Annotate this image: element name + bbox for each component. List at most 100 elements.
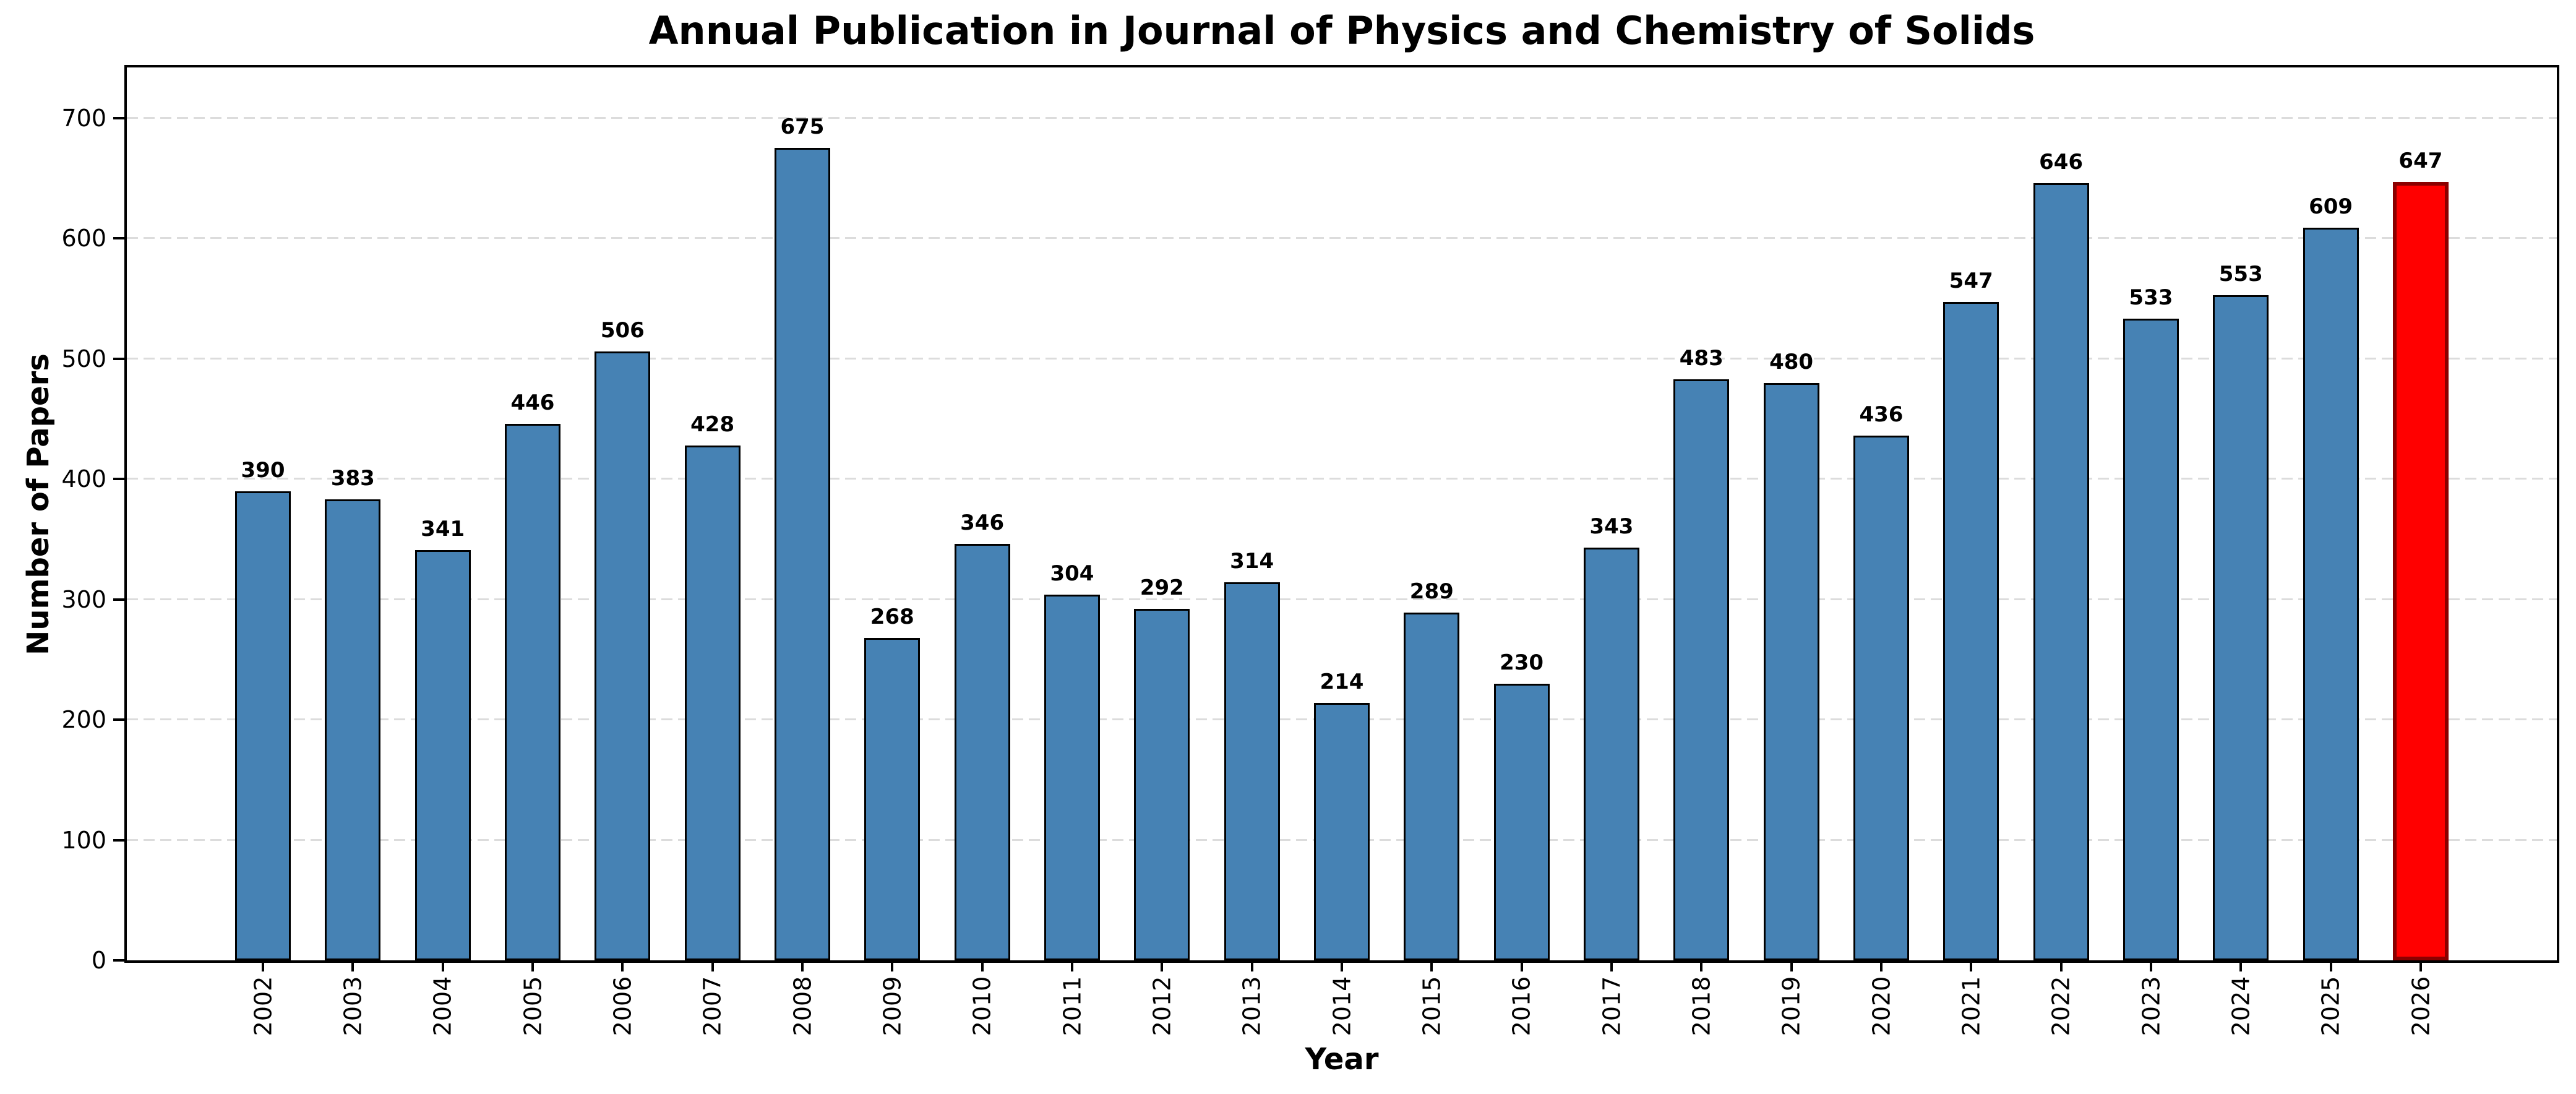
x-tick-label-text: 2003 <box>339 976 367 1036</box>
x-tick-label-text: 2023 <box>2137 976 2165 1036</box>
y-tick-label-0: 0 <box>91 947 106 974</box>
bar-value-label-2004: 341 <box>421 517 465 541</box>
x-tick-label-2016: 2016 <box>1500 967 1543 1046</box>
bar-value-label-2003: 383 <box>330 466 375 491</box>
x-tick-label-text: 2020 <box>1867 976 1895 1036</box>
x-tick-mark-2021 <box>1970 963 1973 971</box>
x-tick-mark-2011 <box>1070 963 1073 971</box>
x-tick-label-2004: 2004 <box>421 967 465 1046</box>
x-tick-label-2009: 2009 <box>870 967 914 1046</box>
x-tick-label-text: 2005 <box>518 976 546 1036</box>
x-tick-mark-2022 <box>2059 963 2063 971</box>
bar-value-label-2021: 547 <box>1949 269 1993 293</box>
x-tick-mark-2023 <box>2149 963 2152 971</box>
x-tick-label-2006: 2006 <box>601 967 644 1046</box>
y-tick-mark-100 <box>113 838 124 842</box>
x-tick-label-2014: 2014 <box>1320 967 1363 1046</box>
bar-2015 <box>1404 613 1460 960</box>
x-tick-label-2011: 2011 <box>1050 967 1094 1046</box>
x-tick-mark-2026 <box>2419 963 2422 971</box>
gridline-500 <box>127 357 2557 360</box>
x-tick-label-2019: 2019 <box>1770 967 1813 1046</box>
bar-2007 <box>684 446 741 960</box>
x-tick-label-text: 2014 <box>1328 976 1355 1036</box>
gridline-700 <box>127 116 2557 119</box>
bar-2004 <box>414 550 471 960</box>
bar-2012 <box>1134 609 1190 960</box>
y-tick-mark-700 <box>113 116 124 119</box>
x-tick-label-2008: 2008 <box>781 967 824 1046</box>
bar-value-label-2025: 609 <box>2309 194 2353 219</box>
y-tick-mark-600 <box>113 237 124 240</box>
bar-value-label-2026: 647 <box>2398 149 2443 173</box>
bar-2009 <box>864 638 921 960</box>
bar-2003 <box>325 499 381 960</box>
bar-2024 <box>2213 295 2269 960</box>
gridline-400 <box>127 478 2557 480</box>
bar-value-label-2017: 343 <box>1589 514 1634 539</box>
y-tick-mark-500 <box>113 357 124 360</box>
bar-value-label-2020: 436 <box>1859 402 1904 427</box>
x-tick-label-text: 2019 <box>1777 976 1805 1036</box>
bar-value-label-2019: 480 <box>1769 350 1814 374</box>
x-tick-label-text: 2024 <box>2227 976 2255 1036</box>
bar-value-label-2012: 292 <box>1140 575 1184 600</box>
x-tick-mark-2005 <box>531 963 534 971</box>
x-tick-label-text: 2025 <box>2317 976 2345 1036</box>
x-tick-label-2013: 2013 <box>1230 967 1274 1046</box>
x-tick-mark-2006 <box>621 963 624 971</box>
bar-2026 <box>2392 182 2449 960</box>
bar-value-label-2023: 533 <box>2129 285 2173 310</box>
y-tick-mark-300 <box>113 598 124 601</box>
x-tick-label-text: 2022 <box>2047 976 2075 1036</box>
x-tick-label-2007: 2007 <box>691 967 734 1046</box>
x-tick-label-text: 2013 <box>1238 976 1266 1036</box>
y-tick-label-500: 500 <box>61 345 106 373</box>
x-tick-label-text: 2002 <box>249 976 277 1036</box>
bar-2014 <box>1313 703 1370 960</box>
bar-value-label-2018: 483 <box>1679 346 1724 371</box>
bar-value-label-2011: 304 <box>1050 561 1094 586</box>
x-tick-label-2005: 2005 <box>511 967 554 1046</box>
x-tick-mark-2009 <box>891 963 894 971</box>
bar-value-label-2013: 314 <box>1230 549 1274 574</box>
bar-2019 <box>1763 383 1819 960</box>
x-tick-label-text: 2021 <box>1957 976 1985 1036</box>
x-tick-label-2023: 2023 <box>2129 967 2173 1046</box>
bar-value-label-2016: 230 <box>1500 650 1544 675</box>
x-tick-mark-2008 <box>801 963 804 971</box>
bar-value-label-2007: 428 <box>690 412 735 437</box>
x-tick-mark-2010 <box>981 963 984 971</box>
bar-value-label-2015: 289 <box>1409 579 1454 604</box>
x-tick-label-text: 2015 <box>1418 976 1446 1036</box>
x-tick-label-text: 2010 <box>968 976 996 1036</box>
bar-2005 <box>504 424 560 960</box>
x-tick-label-text: 2017 <box>1597 976 1625 1036</box>
x-tick-label-text: 2016 <box>1508 976 1535 1036</box>
bar-2025 <box>2303 228 2359 960</box>
x-tick-label-2022: 2022 <box>2040 967 2083 1046</box>
x-tick-label-2018: 2018 <box>1680 967 1723 1046</box>
x-tick-mark-2013 <box>1250 963 1253 971</box>
x-tick-label-2025: 2025 <box>2309 967 2353 1046</box>
y-tick-label-300: 300 <box>61 585 106 613</box>
x-tick-mark-2016 <box>1520 963 1523 971</box>
x-tick-label-2010: 2010 <box>961 967 1004 1046</box>
bar-2008 <box>774 148 830 960</box>
bar-2018 <box>1673 379 1730 960</box>
bar-2020 <box>1853 436 1909 960</box>
bar-2017 <box>1583 548 1639 960</box>
y-tick-mark-0 <box>113 959 124 962</box>
x-tick-label-text: 2026 <box>2406 976 2434 1036</box>
y-tick-label-600: 600 <box>61 225 106 252</box>
bar-2023 <box>2123 319 2179 960</box>
bar-value-label-2024: 553 <box>2218 262 2263 286</box>
x-tick-label-2021: 2021 <box>1949 967 1993 1046</box>
x-tick-mark-2004 <box>441 963 444 971</box>
bar-2010 <box>954 544 1010 960</box>
x-tick-mark-2025 <box>2329 963 2332 971</box>
bar-value-label-2006: 506 <box>600 318 645 343</box>
bar-value-label-2002: 390 <box>241 458 285 483</box>
y-tick-mark-400 <box>113 478 124 481</box>
